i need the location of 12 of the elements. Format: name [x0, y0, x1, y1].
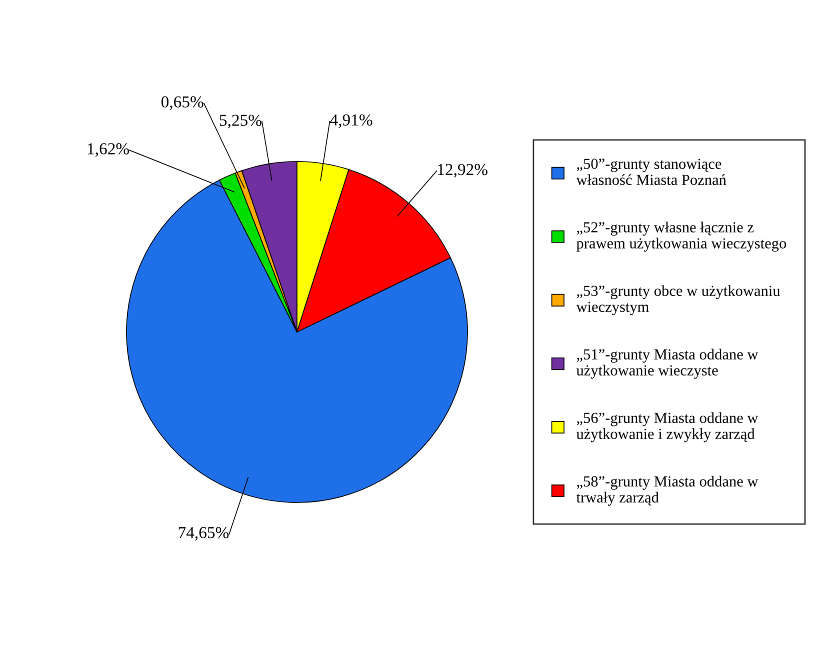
- legend-label: „50”-grunty stanowiące własność Miasta Poznań: [576, 158, 726, 185]
- legend-label: „53”-grunty obce w użytkowaniu wieczystym: [576, 285, 780, 316]
- data-label: 74,65%: [178, 526, 229, 541]
- data-label: 4,91%: [330, 114, 372, 128]
- legend-label: „58”-grunty Miasta oddane w trwały zarząd: [576, 476, 758, 506]
- legend-label: „52”-grunty własne łącznie z prawem użytkowania wieczystego: [576, 222, 786, 252]
- legend-label: „51”-grunty Miasta oddane w użytkowanie wieczyste: [576, 348, 758, 379]
- legend-label: „56”-grunty Miasta oddane w użytkowanie i zwykły zarząd: [576, 412, 758, 442]
- data-label: 5,25%: [220, 114, 262, 128]
- data-label: 0,65%: [161, 96, 204, 110]
- data-label: 12,92%: [438, 164, 488, 178]
- data-label: 1,62%: [88, 143, 130, 157]
